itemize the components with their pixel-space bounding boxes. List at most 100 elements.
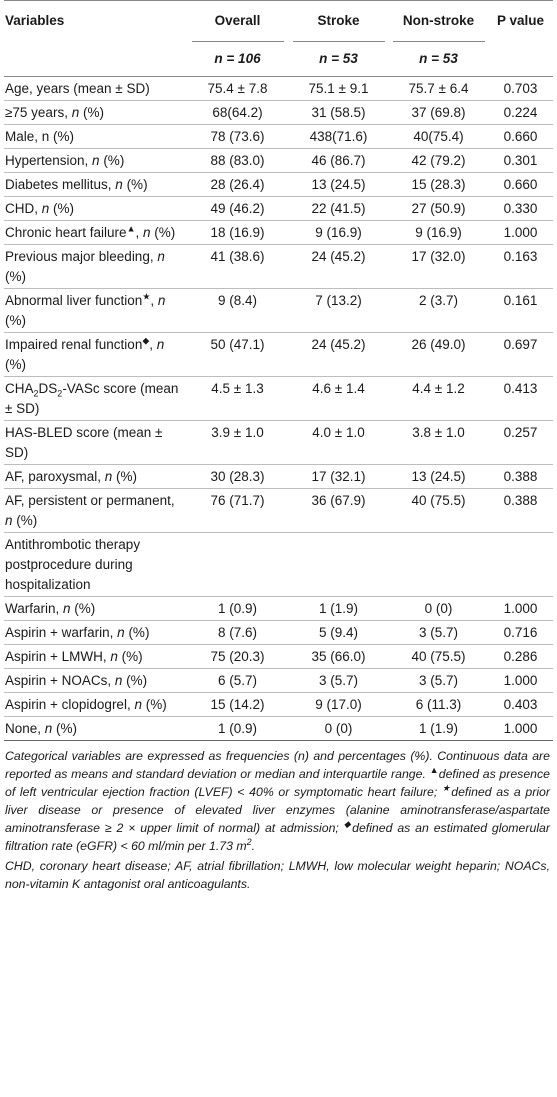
cell-non-stroke: 3 (5.7) <box>389 668 488 693</box>
cell-p-value: 0.403 <box>488 692 553 717</box>
footnote-marker-icon: ★ <box>142 291 151 302</box>
footnote-marker-icon: ▲ <box>126 223 136 234</box>
cell-p-value: 0.388 <box>488 464 553 489</box>
row-label: Impaired renal function◆, n (%) <box>4 332 187 377</box>
label-part: , <box>135 225 143 240</box>
table-row: Impaired renal function◆, n (%) 50 (47.1)… <box>4 332 553 377</box>
label-part: n <box>63 601 71 616</box>
n-stroke-value: = 53 <box>331 50 358 66</box>
cell-non-stroke: 42 (79.2) <box>389 148 488 173</box>
table-row: Age, years (mean ± SD) 75.4 ± 7.8 75.1 ± 9… <box>4 76 553 101</box>
row-label: CHA2DS2-VASc score (mean ± SD) <box>4 376 187 421</box>
row-label: Aspirin + warfarin, n (%) <box>4 620 187 645</box>
row-label: Diabetes mellitus, n (%) <box>4 172 187 197</box>
cell-p-value: 1.000 <box>488 668 553 693</box>
cell-stroke: 7 (13.2) <box>288 288 389 333</box>
cell-overall: 15 (14.2) <box>187 692 288 717</box>
row-label: Age, years (mean ± SD) <box>4 76 187 101</box>
cell-stroke: 17 (32.1) <box>288 464 389 489</box>
header-n-overall: n = 106 <box>187 40 288 77</box>
cell-non-stroke <box>389 532 488 597</box>
header-row: Variables Overall Stroke Non-stroke P va… <box>4 0 553 41</box>
cell-overall: 75 (20.3) <box>187 644 288 669</box>
label-part: HAS-BLED score (mean ± SD) <box>5 425 163 460</box>
cell-non-stroke: 27 (50.9) <box>389 196 488 221</box>
cell-non-stroke: 9 (16.9) <box>389 220 488 245</box>
cell-non-stroke: 2 (3.7) <box>389 288 488 333</box>
cell-overall: 41 (38.6) <box>187 244 288 289</box>
cell-overall: 3.9 ± 1.0 <box>187 420 288 465</box>
label-part: 2 <box>57 388 63 399</box>
cell-non-stroke: 17 (32.0) <box>389 244 488 289</box>
cell-stroke: 9 (16.9) <box>288 220 389 245</box>
cell-overall: 1 (0.9) <box>187 596 288 621</box>
label-part: (%) <box>12 513 38 528</box>
cell-p-value: 0.301 <box>488 148 553 173</box>
n-overall-value: = 106 <box>226 50 261 66</box>
label-part: AF, persistent or permanent, <box>5 493 175 508</box>
diamond-symbol-icon: ◆ <box>343 818 353 829</box>
table-row: ≥75 years, n (%) 68(64.2) 31 (58.5) 37 (69.… <box>4 100 553 125</box>
label-part: DS <box>38 381 58 396</box>
cell-non-stroke: 40 (75.5) <box>389 644 488 669</box>
label-part: (%) <box>124 625 150 640</box>
baseline-characteristics-table: Variables Overall Stroke Non-stroke P va… <box>4 0 553 741</box>
cell-non-stroke: 37 (69.8) <box>389 100 488 125</box>
label-part: (%) <box>117 649 143 664</box>
label-part: (%) <box>122 673 148 688</box>
label-part: (%) <box>52 721 78 736</box>
cell-p-value: 0.388 <box>488 488 553 533</box>
cell-stroke: 24 (45.2) <box>288 244 389 289</box>
cell-p-value: 0.161 <box>488 288 553 333</box>
n-non-stroke-value: = 53 <box>431 50 458 66</box>
label-part: n <box>157 249 165 264</box>
cell-stroke: 46 (86.7) <box>288 148 389 173</box>
row-label: Warfarin, n (%) <box>4 596 187 621</box>
label-part: n <box>44 721 53 736</box>
table-row: AF, paroxysmal, n (%) 30 (28.3) 17 (32.1) 1… <box>4 464 553 489</box>
table-row: Warfarin, n (%) 1 (0.9) 1 (1.9) 0 (0) 1.000 <box>4 596 553 621</box>
label-part: Age, years (mean ± SD) <box>5 81 150 96</box>
row-label: Hypertension, n (%) <box>4 148 187 173</box>
cell-stroke: 5 (9.4) <box>288 620 389 645</box>
cell-stroke: 31 (58.5) <box>288 100 389 125</box>
cell-non-stroke: 3.8 ± 1.0 <box>389 420 488 465</box>
cell-p-value: 0.660 <box>488 172 553 197</box>
cell-non-stroke: 0 (0) <box>389 596 488 621</box>
cell-overall: 18 (16.9) <box>187 220 288 245</box>
cell-overall: 76 (71.7) <box>187 488 288 533</box>
label-part: n <box>156 337 165 352</box>
cell-stroke: 75.1 ± 9.1 <box>288 76 389 101</box>
header-n-row: n = 106 n = 53 n = 53 <box>4 40 553 77</box>
label-part: , <box>150 293 158 308</box>
label-part: CHA <box>5 381 34 396</box>
label-part: n <box>110 649 118 664</box>
cell-stroke: 3 (5.7) <box>288 668 389 693</box>
cell-p-value: 0.257 <box>488 420 553 465</box>
label-part: Impaired renal function <box>5 337 143 352</box>
row-label: Male, n (%) <box>4 124 187 149</box>
cell-p-value: 0.716 <box>488 620 553 645</box>
row-label: ≥75 years, n (%) <box>4 100 187 125</box>
row-label: None, n (%) <box>4 716 187 741</box>
cell-overall: 30 (28.3) <box>187 464 288 489</box>
label-part: (%) <box>150 225 176 240</box>
label-part: None, <box>5 721 45 736</box>
cell-overall: 4.5 ± 1.3 <box>187 376 288 421</box>
cell-non-stroke: 15 (28.3) <box>389 172 488 197</box>
star-symbol-icon: ★ <box>441 782 452 793</box>
label-part: n <box>134 697 142 712</box>
label-part: (%) <box>49 201 75 216</box>
label-part: (%) <box>99 153 125 168</box>
cell-non-stroke: 13 (24.5) <box>389 464 488 489</box>
label-part: (%) <box>5 269 26 284</box>
cell-non-stroke: 4.4 ± 1.2 <box>389 376 488 421</box>
cell-overall: 50 (47.1) <box>187 332 288 377</box>
table-row: Aspirin + NOACs, n (%) 6 (5.7) 3 (5.7) 3 (5… <box>4 668 553 693</box>
label-part: CHD, <box>5 201 42 216</box>
cell-non-stroke: 26 (49.0) <box>389 332 488 377</box>
cell-overall: 1 (0.9) <box>187 716 288 741</box>
label-part: (%) <box>122 177 148 192</box>
label-part: Hypertension, <box>5 153 93 168</box>
cell-stroke: 24 (45.2) <box>288 332 389 377</box>
